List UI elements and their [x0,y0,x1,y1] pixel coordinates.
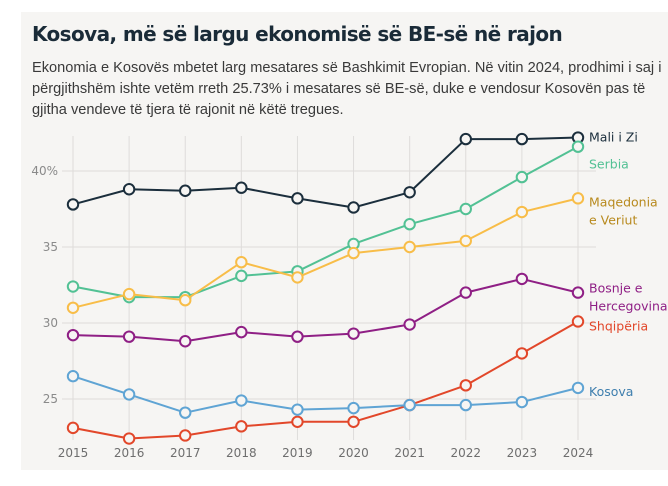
data-point[interactable] [179,335,192,348]
data-point[interactable] [515,132,529,146]
x-tick-label: 2015 [58,446,89,460]
series-label: Hercegovina [589,299,668,314]
data-point[interactable] [66,198,80,211]
data-point[interactable] [459,398,472,412]
data-point[interactable] [347,246,360,260]
data-point[interactable] [235,394,248,407]
data-point[interactable] [179,184,192,197]
y-tick-label: 35 [43,240,58,254]
data-point[interactable] [291,403,304,416]
data-point[interactable] [571,381,585,395]
data-point[interactable] [403,318,416,331]
axis-labels: 25 30 35 40% 2015 2016 2017 2018 2019 2020 2021 202… [31,164,593,460]
series-line [72,136,579,209]
data-point[interactable] [66,301,80,314]
data-point[interactable] [515,347,529,360]
data-point[interactable] [291,330,304,343]
series-label: Bosnje e [589,281,643,296]
x-tick-label: 2023 [507,446,538,460]
series-lines [66,131,585,445]
data-point[interactable] [515,395,529,409]
data-point[interactable] [403,186,416,199]
data-point[interactable] [235,420,248,433]
data-point[interactable] [459,202,472,216]
y-tick-label: 30 [43,316,58,330]
series-serbia [66,140,585,304]
data-point[interactable] [347,201,360,214]
data-point[interactable] [122,432,136,445]
y-tick-label: 25 [43,392,58,406]
data-point[interactable] [571,315,585,328]
series-label: Serbia [589,157,629,172]
data-point[interactable] [235,256,248,269]
data-point[interactable] [66,370,80,383]
data-point[interactable] [122,330,136,343]
data-point[interactable] [459,286,472,299]
data-point[interactable] [122,287,136,301]
data-point[interactable] [66,421,80,435]
data-point[interactable] [291,192,304,205]
data-point[interactable] [459,132,472,146]
y-tick-label: 40% [31,164,58,178]
series-line [72,197,579,309]
series-labels: Mali i Zi Serbia Maqedonia e Veriut Bosnje e… [589,130,668,399]
data-point[interactable] [66,328,80,342]
data-point[interactable] [403,218,416,231]
data-point[interactable] [122,388,136,401]
data-point[interactable] [179,429,192,442]
x-tick-label: 2019 [282,446,313,460]
series-label: Mali i Zi [589,130,638,145]
data-point[interactable] [571,286,585,299]
data-point[interactable] [235,325,248,339]
chart-subtitle: Ekonomia e Kosovës mbetet larg mesatares… [32,60,662,118]
series-maqedonia-e-veriut [66,192,585,314]
data-point[interactable] [515,205,529,219]
x-tick-label: 2021 [394,446,425,460]
data-point[interactable] [122,183,136,196]
x-tick-label: 2016 [114,446,145,460]
chart-title: Kosova, më së largu ekonomisë së BE-së n… [32,22,563,46]
data-point[interactable] [235,181,248,194]
data-point[interactable] [571,140,585,153]
data-point[interactable] [571,192,585,205]
series-label: Maqedonia [589,194,658,209]
data-point[interactable] [459,379,472,392]
series-label: e Veriut [589,212,637,227]
data-point[interactable] [403,398,416,412]
series-label: Kosova [589,384,633,399]
data-point[interactable] [515,170,529,184]
series-kosova [66,370,585,419]
series-line [72,375,579,414]
x-tick-label: 2017 [170,446,201,460]
data-point[interactable] [347,327,360,340]
data-point[interactable] [347,415,360,428]
data-point[interactable] [515,272,529,286]
data-point[interactable] [459,234,472,248]
x-tick-label: 2024 [563,446,594,460]
series-mali-i-zi [66,131,585,214]
x-tick-label: 2018 [226,446,257,460]
series-bosnje-e-hercegovina [66,272,585,348]
data-point[interactable] [291,415,304,428]
series-line [72,320,579,440]
data-point[interactable] [347,401,360,415]
data-point[interactable] [291,271,304,284]
x-tick-label: 2022 [451,446,482,460]
data-point[interactable] [235,269,248,283]
data-point[interactable] [403,240,416,254]
series-label: Shqipëria [589,318,648,333]
data-point[interactable] [179,294,192,307]
data-point[interactable] [179,406,192,419]
data-point[interactable] [66,280,80,293]
series-line [72,277,579,343]
x-tick-label: 2020 [338,446,369,460]
